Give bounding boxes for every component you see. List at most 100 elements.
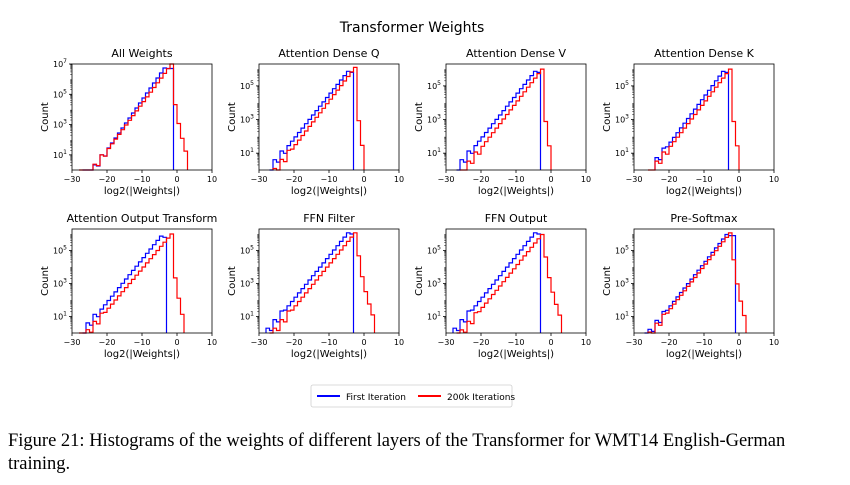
- y-tick-label: 101: [427, 147, 441, 158]
- x-tick-label: 10: [394, 338, 404, 347]
- y-tick-label: 101: [53, 310, 67, 321]
- x-tick-label: −20: [99, 175, 116, 184]
- y-tick-exponent: 5: [63, 88, 67, 95]
- y-axis-label: Count: [227, 102, 238, 132]
- y-tick-exponent: 5: [250, 244, 254, 251]
- x-tick-label: 0: [361, 338, 366, 347]
- y-tick-label: 103: [427, 114, 441, 125]
- figure-caption: Figure 21: Histograms of the weights of …: [8, 431, 786, 474]
- x-tick-label: 0: [174, 338, 179, 347]
- y-tick-label: 101: [240, 310, 254, 321]
- figure-canvas: Transformer Weights All Weights −30 −20 −10…: [40, 20, 779, 408]
- trained-histogram: [647, 232, 747, 334]
- trained-histogram: [79, 233, 185, 334]
- x-tick-label: −10: [134, 175, 151, 184]
- panel-axes: [71, 63, 213, 171]
- y-tick-exponent: 5: [625, 244, 629, 251]
- y-tick-exponent: 1: [63, 310, 67, 317]
- x-tick-label: 10: [581, 175, 591, 184]
- y-tick-label: 103: [53, 277, 67, 288]
- x-tick-label: 0: [174, 175, 179, 184]
- y-tick-label: 105: [615, 80, 629, 91]
- y-tick-exponent: 1: [437, 310, 441, 317]
- y-tick-label: 101: [615, 147, 629, 158]
- first-iteration-histogram: [654, 70, 730, 170]
- x-axis-label: log2(|Weights|): [666, 186, 742, 197]
- y-tick-exponent: 1: [625, 147, 629, 154]
- y-tick-exponent: 5: [437, 80, 441, 87]
- panel-title: FFN Output: [485, 212, 548, 225]
- y-tick-label: 105: [615, 244, 629, 255]
- y-tick-exponent: 1: [437, 147, 441, 154]
- y-tick-exponent: 1: [63, 149, 67, 156]
- y-tick-label: 101: [427, 310, 441, 321]
- y-tick-exponent: 1: [250, 310, 254, 317]
- x-tick-label: −20: [473, 338, 490, 347]
- panel-title: Attention Output Transform: [67, 212, 218, 225]
- first-iteration-histogram: [82, 235, 168, 334]
- y-axis-label: Count: [227, 266, 238, 296]
- y-tick-exponent: 5: [63, 244, 67, 251]
- x-tick-label: 10: [769, 175, 779, 184]
- trained-histogram: [456, 233, 563, 334]
- figure-suptitle: Transformer Weights: [339, 20, 485, 36]
- x-tick-label: −30: [64, 338, 81, 347]
- y-axis-label: Count: [602, 102, 613, 132]
- y-tick-label: 107: [53, 58, 67, 69]
- panel-title: FFN Filter: [303, 212, 355, 225]
- x-tick-label: 10: [769, 338, 779, 347]
- first-iteration-histogram: [269, 70, 355, 171]
- trained-histogram: [272, 66, 365, 171]
- legend: First Iteration 200k Iterations: [310, 384, 515, 408]
- y-tick-label: 103: [615, 114, 629, 125]
- x-tick-label: 10: [207, 338, 217, 347]
- x-tick-label: −30: [626, 338, 643, 347]
- y-tick-label: 105: [427, 244, 441, 255]
- y-tick-label: 105: [53, 88, 67, 99]
- x-tick-label: 10: [207, 175, 217, 184]
- first-iteration-histogram: [456, 70, 542, 171]
- x-tick-label: 0: [361, 175, 366, 184]
- y-axis-label: Count: [602, 266, 613, 296]
- x-tick-label: −10: [508, 338, 525, 347]
- y-tick-exponent: 3: [625, 114, 629, 121]
- panel-title: All Weights: [111, 47, 172, 60]
- y-tick-exponent: 3: [437, 114, 441, 121]
- x-axis-label: log2(|Weights|): [478, 186, 554, 197]
- y-tick-exponent: 3: [63, 119, 67, 126]
- x-tick-label: −10: [696, 175, 713, 184]
- panel-title: Attention Dense Q: [278, 47, 379, 60]
- y-tick-exponent: 3: [625, 277, 629, 284]
- y-tick-exponent: 1: [250, 147, 254, 154]
- y-tick-exponent: 5: [250, 80, 254, 87]
- x-tick-label: −30: [251, 338, 268, 347]
- x-tick-label: −20: [286, 338, 303, 347]
- x-axis-label: log2(|Weights|): [291, 349, 367, 360]
- x-tick-label: −30: [438, 175, 455, 184]
- x-tick-label: −10: [321, 175, 338, 184]
- y-tick-label: 105: [240, 244, 254, 255]
- x-tick-label: −20: [99, 338, 116, 347]
- y-tick-exponent: 5: [437, 244, 441, 251]
- histogram-panels: All Weights−30 −20 −10 0 10101103105107log2(…: [40, 47, 779, 360]
- y-tick-exponent: 3: [437, 277, 441, 284]
- x-tick-label: 10: [581, 338, 591, 347]
- panel-title: Pre-Softmax: [670, 212, 738, 225]
- x-tick-label: −30: [251, 175, 268, 184]
- y-tick-label: 103: [53, 119, 67, 130]
- x-tick-label: −20: [661, 338, 678, 347]
- y-tick-exponent: 3: [250, 277, 254, 284]
- x-tick-label: −20: [661, 175, 678, 184]
- first-iteration-histogram: [265, 232, 355, 333]
- x-tick-label: −20: [473, 175, 490, 184]
- panel-title: Attention Dense K: [654, 47, 754, 60]
- y-tick-exponent: 1: [625, 310, 629, 317]
- y-axis-label: Count: [40, 266, 51, 296]
- legend-frame: [310, 384, 513, 408]
- x-tick-label: 10: [394, 175, 404, 184]
- x-axis-label: log2(|Weights|): [104, 186, 180, 197]
- x-tick-label: −20: [286, 175, 303, 184]
- y-tick-label: 105: [53, 244, 67, 255]
- y-tick-exponent: 7: [63, 58, 67, 65]
- x-axis-label: log2(|Weights|): [291, 186, 367, 197]
